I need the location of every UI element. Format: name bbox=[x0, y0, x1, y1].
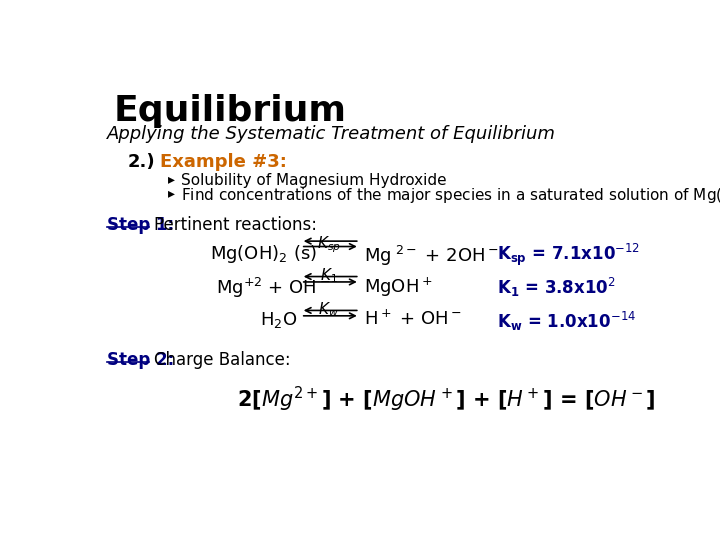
Text: Example #3:: Example #3: bbox=[160, 153, 287, 171]
Text: Mg$^{\ 2-}$ + 2OH$^-$: Mg$^{\ 2-}$ + 2OH$^-$ bbox=[364, 244, 498, 267]
Text: Step 2:: Step 2: bbox=[107, 351, 174, 369]
Text: $\mathbf{K_w}$ = 1.0x10$^{-14}$: $\mathbf{K_w}$ = 1.0x10$^{-14}$ bbox=[497, 309, 636, 333]
Text: Find concentrations of the major species in a saturated solution of Mg(OH)$_2$: Find concentrations of the major species… bbox=[181, 186, 720, 205]
Text: Solubility of Magnesium Hydroxide: Solubility of Magnesium Hydroxide bbox=[181, 173, 447, 187]
Text: 2.): 2.) bbox=[127, 153, 155, 171]
Text: $\mathbf{K_{sp}}$ = 7.1x10$^{-12}$: $\mathbf{K_{sp}}$ = 7.1x10$^{-12}$ bbox=[497, 242, 640, 268]
Text: Mg(OH)$_2$ (s): Mg(OH)$_2$ (s) bbox=[210, 244, 317, 266]
Text: 2[$\mathit{Mg}^{2+}$] + [$\mathit{MgOH}^+$] + [$\mathit{H}^+$] = [$\mathit{OH}^-: 2[$\mathit{Mg}^{2+}$] + [$\mathit{MgOH}^… bbox=[238, 384, 656, 414]
Text: H$^+$ + OH$^-$: H$^+$ + OH$^-$ bbox=[364, 309, 462, 329]
Text: Pertinent reactions:: Pertinent reactions: bbox=[153, 215, 317, 234]
Text: ▸: ▸ bbox=[168, 173, 174, 187]
Text: Equilibrium: Equilibrium bbox=[113, 94, 346, 128]
Text: $K_w$: $K_w$ bbox=[318, 300, 339, 319]
Text: Step 1:: Step 1: bbox=[107, 215, 174, 234]
Text: ▸: ▸ bbox=[168, 186, 174, 200]
Text: H$_2$O: H$_2$O bbox=[261, 309, 298, 329]
Text: Mg$^{+2}$ + OH$^-$: Mg$^{+2}$ + OH$^-$ bbox=[216, 276, 330, 300]
Text: $K_{sp}$: $K_{sp}$ bbox=[317, 234, 341, 255]
Text: Charge Balance:: Charge Balance: bbox=[153, 351, 290, 369]
Text: Applying the Systematic Treatment of Equilibrium: Applying the Systematic Treatment of Equ… bbox=[107, 125, 556, 143]
Text: $\mathbf{K_1}$ = 3.8x10$^{2}$: $\mathbf{K_1}$ = 3.8x10$^{2}$ bbox=[497, 276, 616, 299]
Text: $K_1$: $K_1$ bbox=[320, 267, 338, 285]
Text: MgOH$^+$: MgOH$^+$ bbox=[364, 276, 432, 299]
